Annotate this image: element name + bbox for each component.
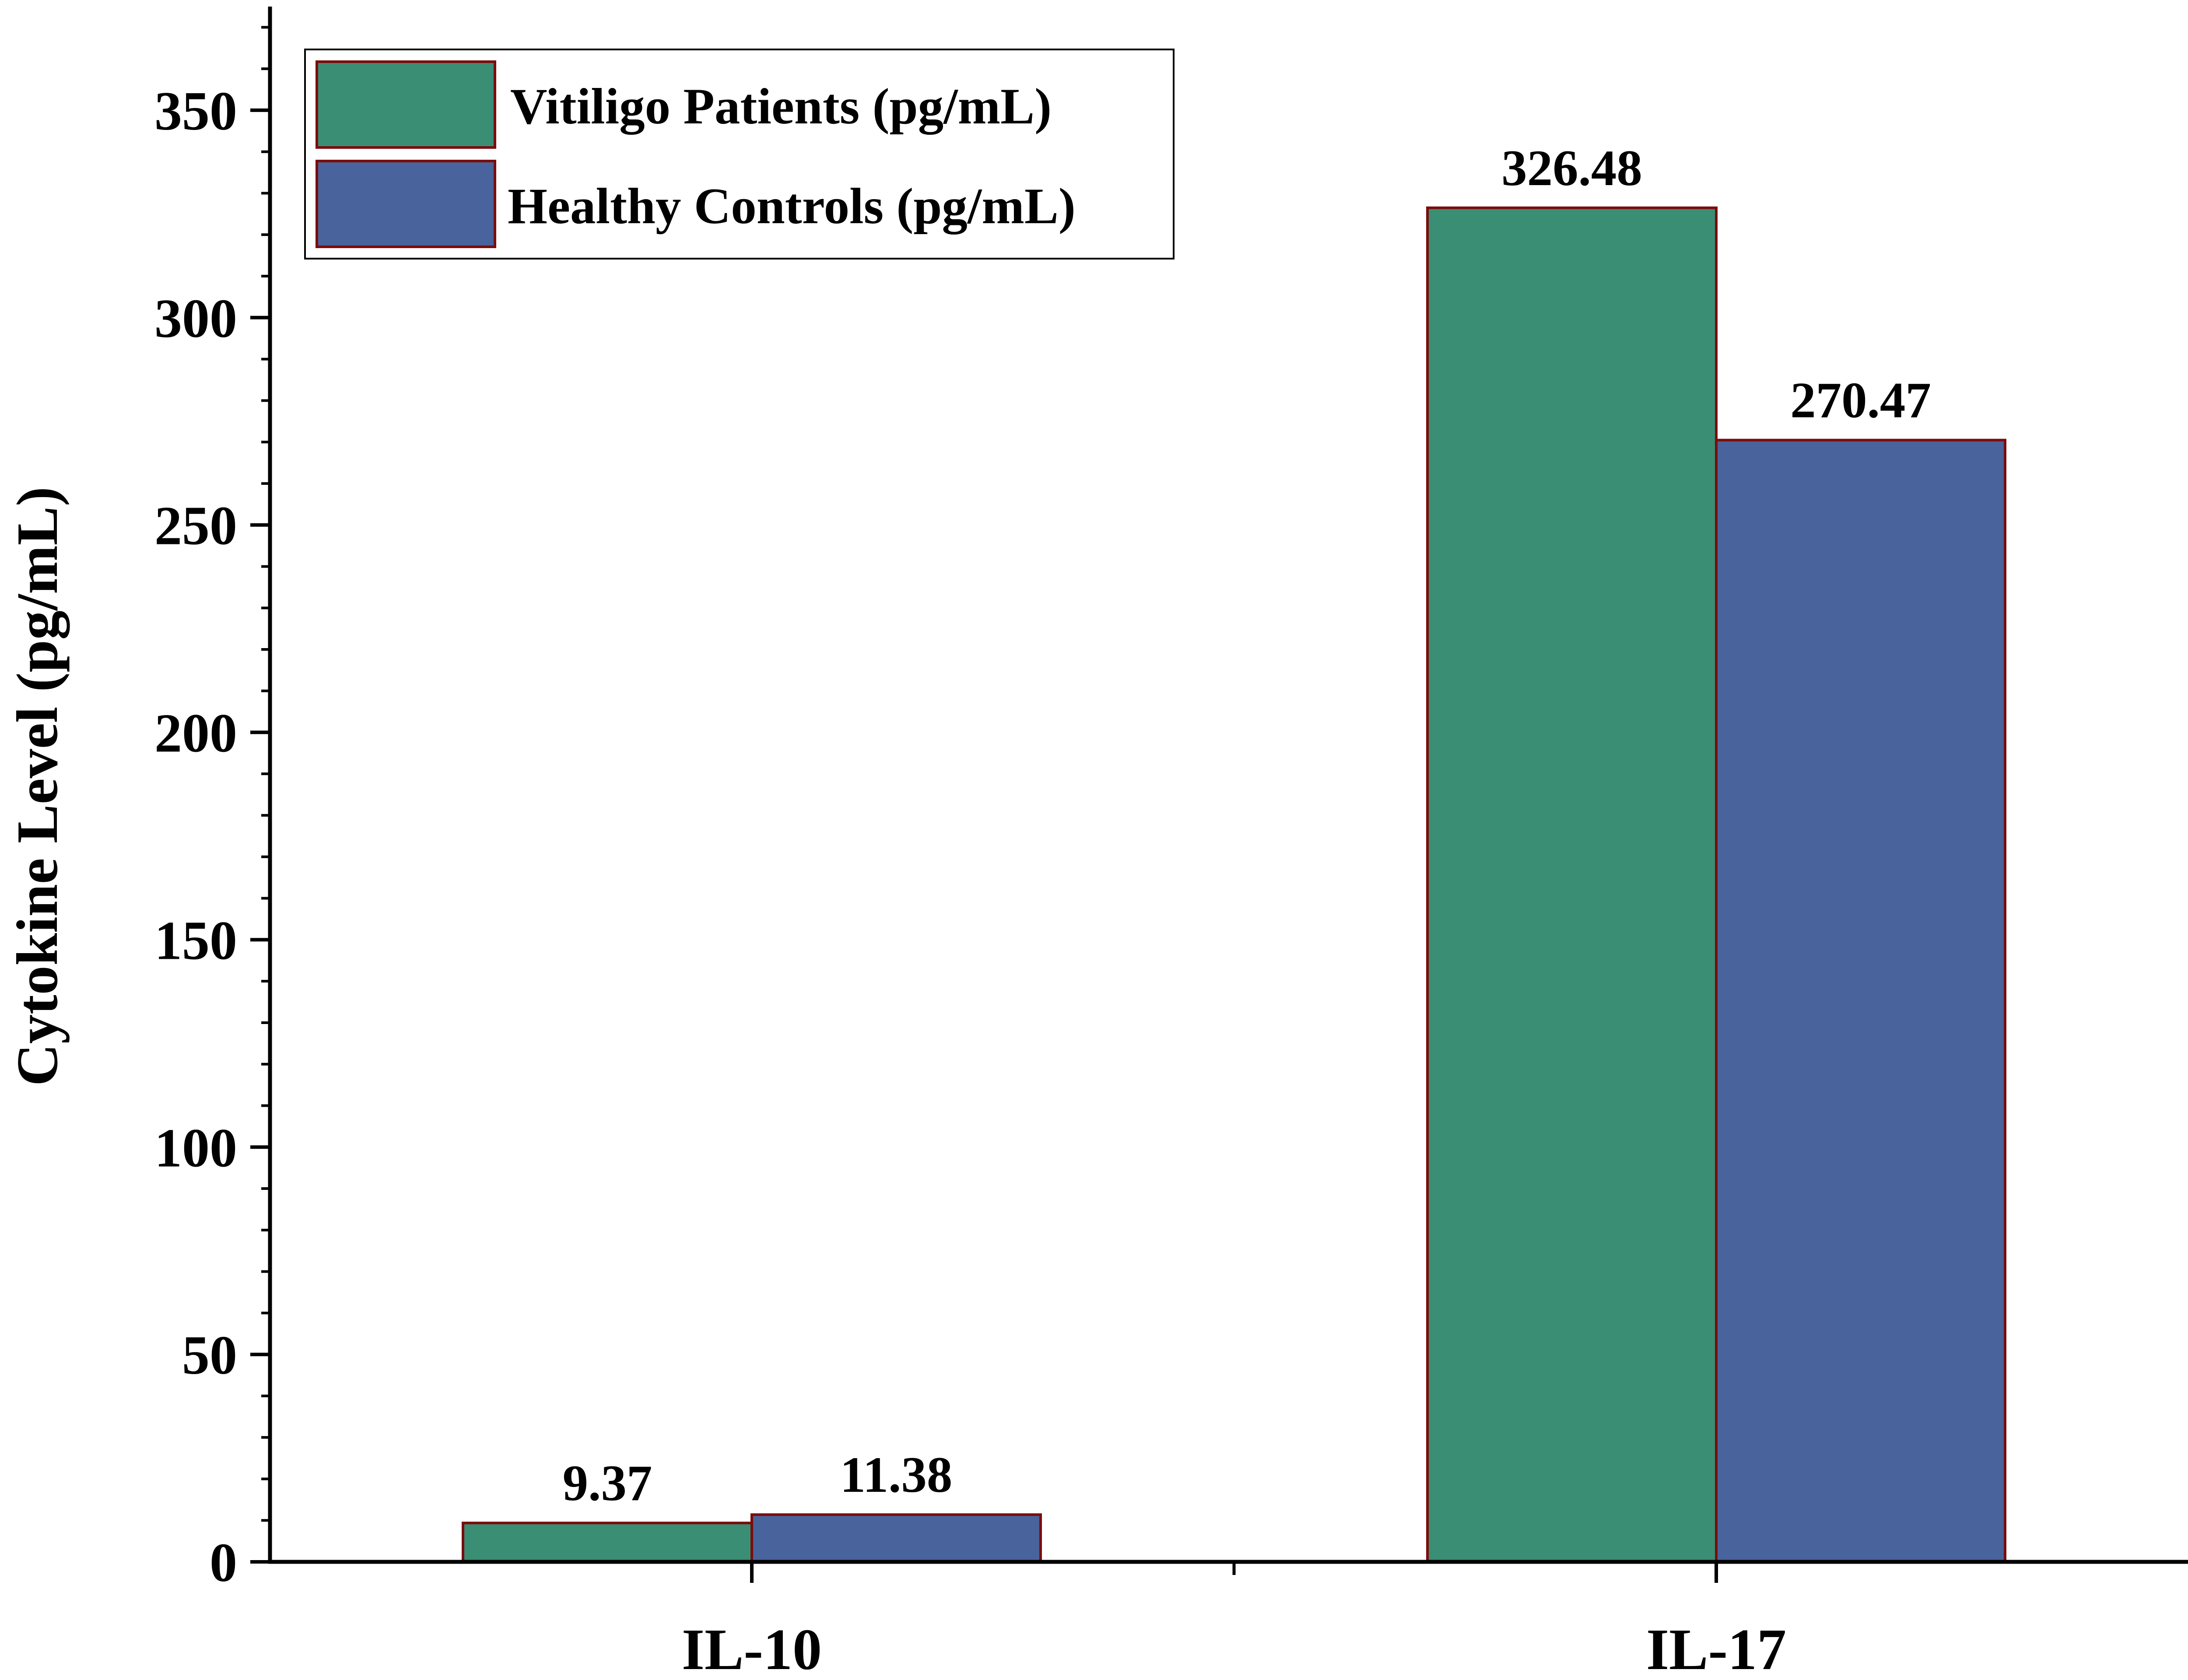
y-tick-label: 0	[210, 1533, 237, 1593]
legend-swatch-vitiligo	[316, 60, 496, 149]
x-category-label: IL-17	[1646, 1617, 1786, 1678]
x-ticks-layer: IL-10 IL-17	[682, 1562, 1786, 1680]
x-category-label: IL-10	[682, 1617, 822, 1678]
bar-healthy-il-17	[1715, 438, 2006, 1563]
bar-healthy-il-10	[750, 1513, 1042, 1563]
data-label-healthy-il-10: 11.38	[840, 1447, 953, 1503]
y-ticks-layer: 0 50 100 150 200 250 300 350	[154, 26, 270, 1593]
data-label-healthy-il-17: 270.47	[1790, 372, 1931, 429]
data-label-vitiligo-il-10: 9.37	[563, 1455, 652, 1512]
data-label-vitiligo-il-17: 326.48	[1501, 140, 1642, 196]
legend-label-vitiligo: Vitiligo Patients (pg/mL)	[510, 78, 1052, 135]
y-tick-label: 100	[154, 1118, 237, 1178]
y-axis-title: Cytokine Level (pg/mL)	[5, 487, 70, 1086]
y-tick-label: 150	[154, 910, 237, 971]
data-labels-layer: 9.37 11.38 326.48 270.47	[563, 140, 1931, 1512]
y-tick-label: 350	[154, 81, 237, 142]
legend: Vitiligo Patients (pg/mL) Healthy Contro…	[304, 49, 1175, 260]
y-tick-label: 50	[182, 1325, 237, 1386]
y-tick-label: 200	[154, 703, 237, 764]
legend-label-healthy: Healthy Controls (pg/mL)	[508, 178, 1076, 235]
y-tick-label: 300	[154, 288, 237, 349]
bar-vitiligo-il-17	[1426, 206, 1718, 1563]
bars-layer	[462, 206, 2006, 1563]
bar-vitiligo-il-10	[462, 1522, 753, 1563]
legend-swatch-healthy	[316, 160, 496, 248]
y-tick-label: 250	[154, 496, 237, 557]
